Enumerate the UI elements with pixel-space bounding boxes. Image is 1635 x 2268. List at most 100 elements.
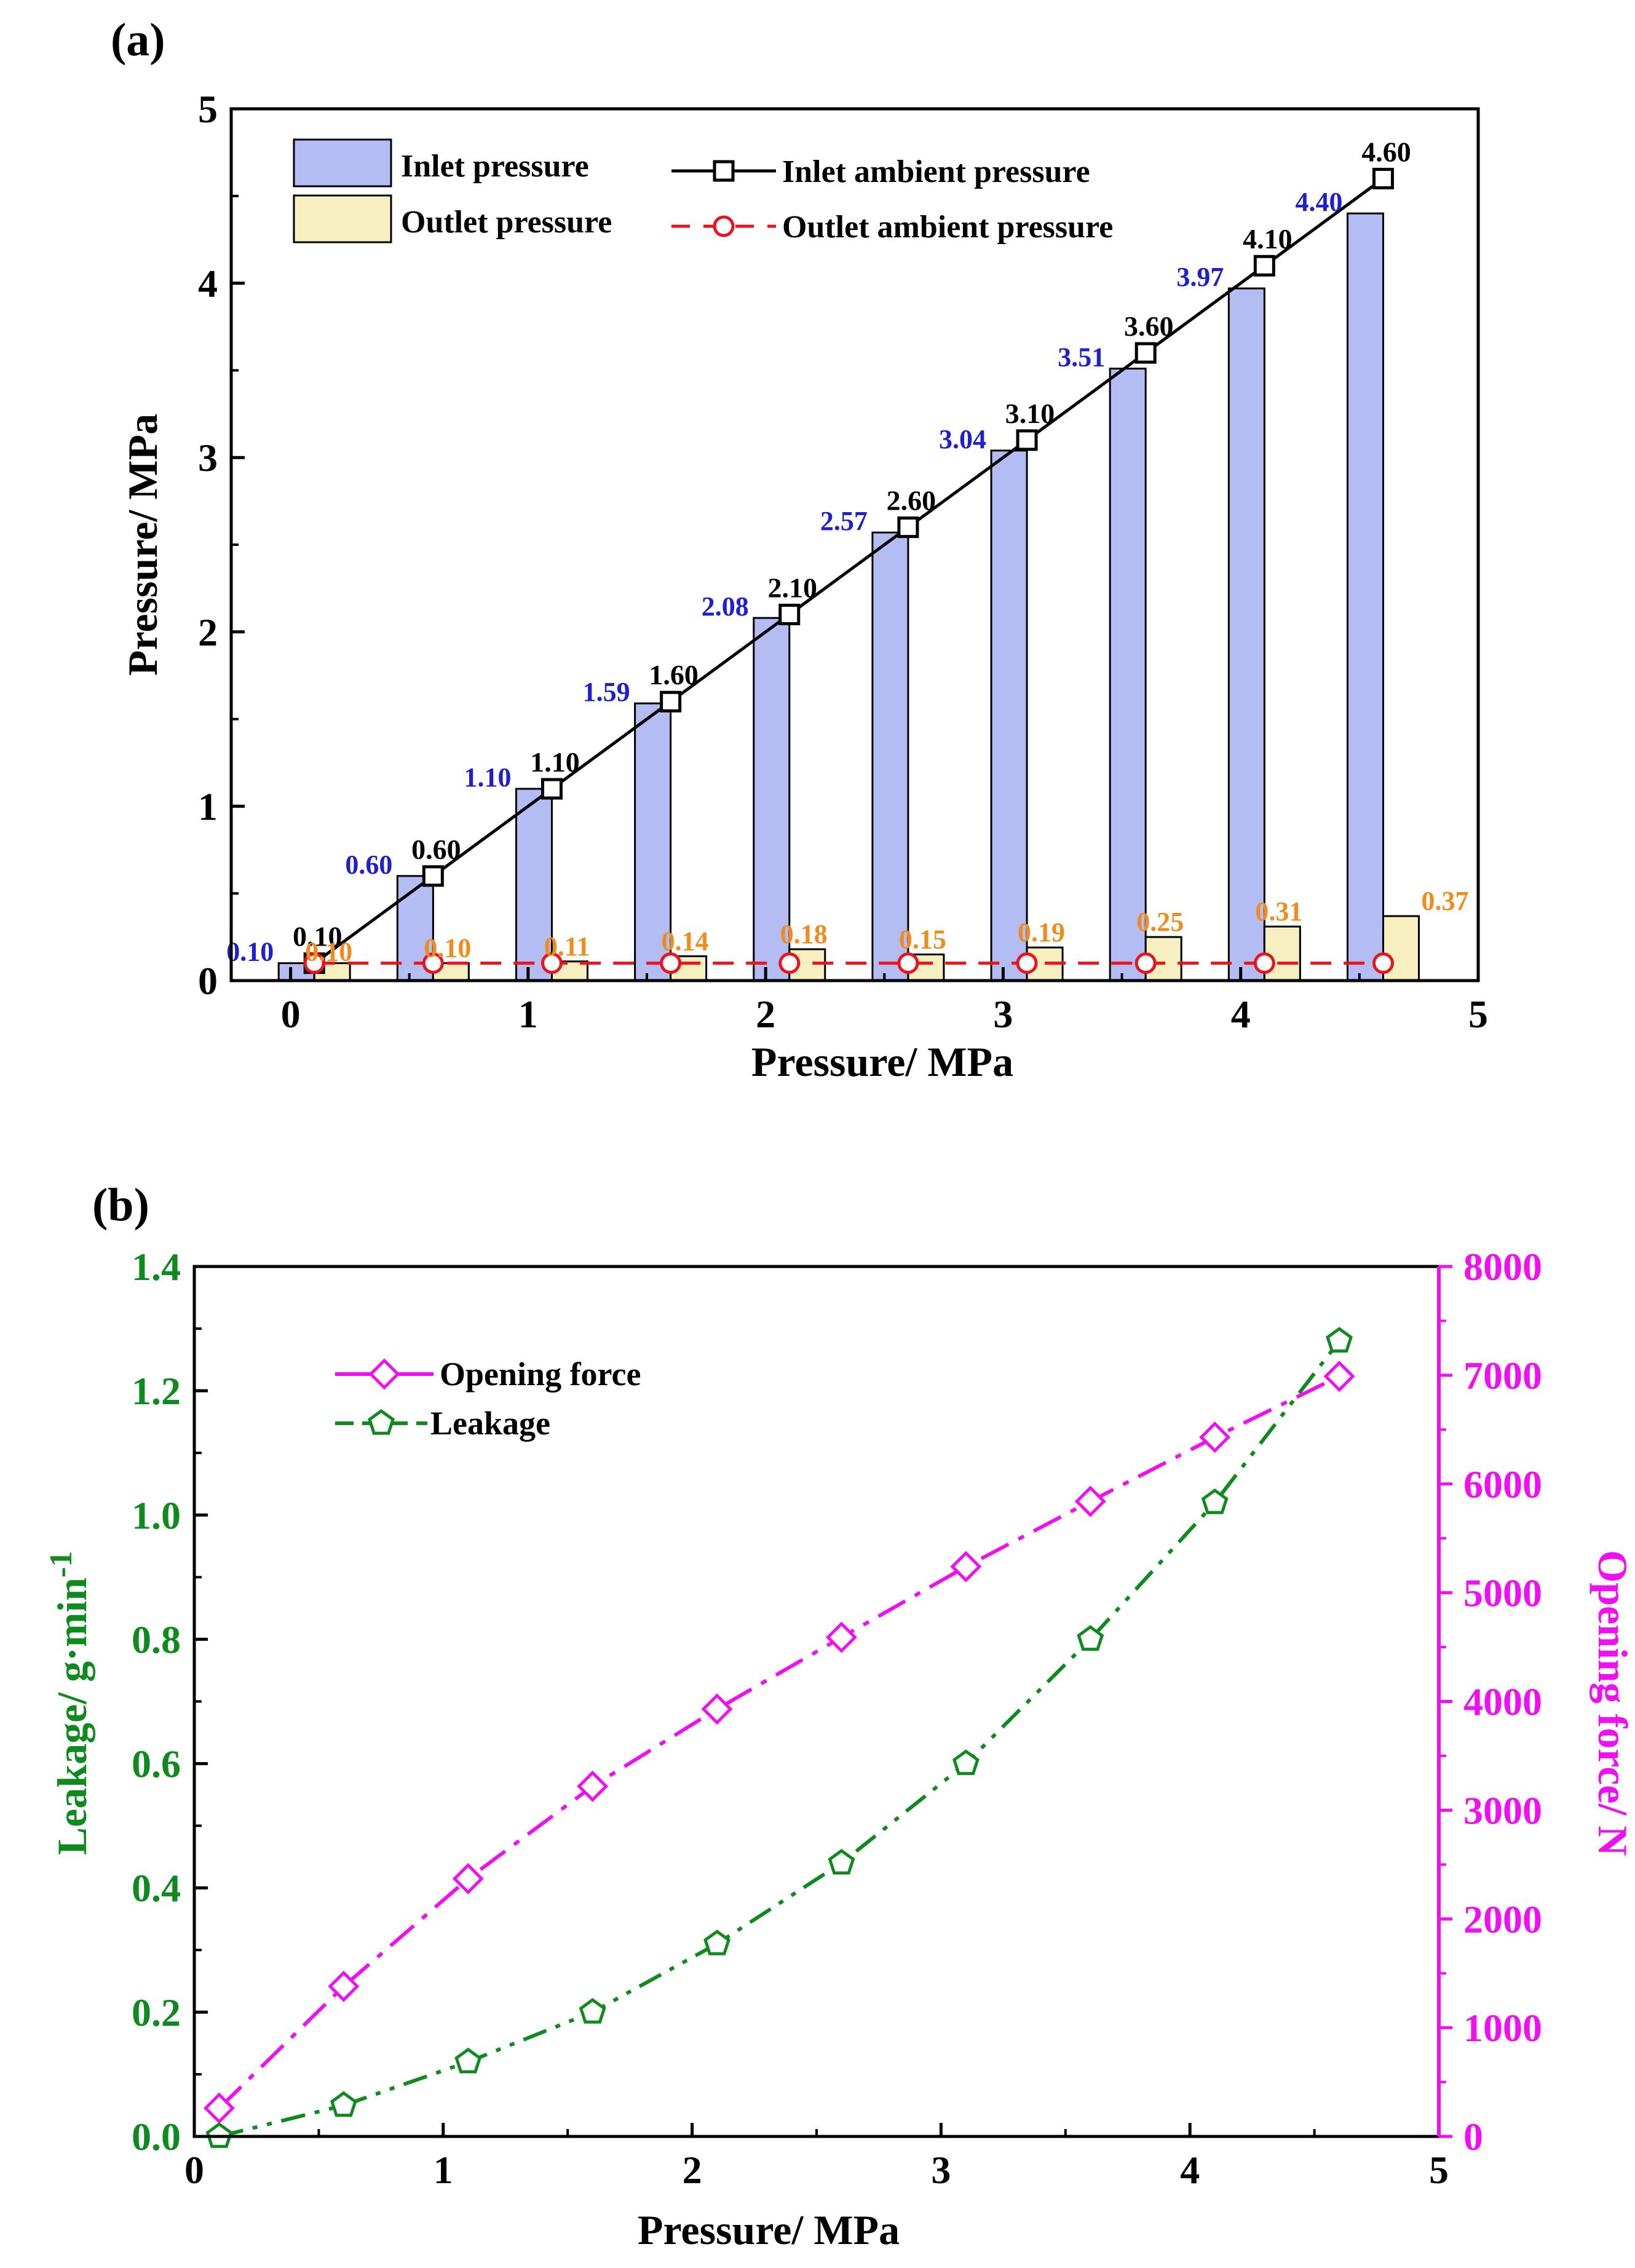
inlet-pressure-label: 2.08 [702, 591, 749, 622]
x-tick-label-b: 3 [931, 2148, 951, 2192]
x-tick-label-b: 2 [683, 2148, 702, 2192]
opening-force-point [577, 1770, 609, 1802]
y-tick-label-a: 1 [198, 784, 218, 828]
inlet-ambient-pressure-label: 1.60 [649, 659, 699, 690]
outlet-ambient-pressure-point [540, 952, 563, 974]
inlet-pressure-bar [1227, 287, 1265, 982]
y2-tick-label-b: 6000 [1463, 1463, 1542, 1506]
outlet-ambient-pressure-point [660, 952, 682, 974]
inlet-pressure-label: 1.10 [464, 762, 511, 792]
outlet-ambient-pressure-point [897, 952, 919, 974]
x-tick-label-b: 1 [433, 2148, 453, 2192]
leakage-point [330, 2091, 357, 2117]
y-tick-label-a: 2 [198, 610, 218, 654]
legend-label-outlet-ambient-pressure: Outlet ambient pressure [782, 210, 1113, 245]
opening-force-point [1199, 1421, 1231, 1453]
inlet-ambient-pressure-label: 4.60 [1361, 136, 1411, 167]
y-axis-label-superscript-b: -1 [44, 1551, 79, 1578]
x-tick-label-a: 1 [518, 992, 538, 1036]
leakage-point [828, 1849, 855, 1875]
y-tick-label-b: 0.8 [132, 1618, 181, 1661]
legend-label-opening-force: Opening force [440, 1356, 641, 1393]
leakage-point [1077, 1625, 1104, 1651]
x-tick-label-b: 5 [1429, 2148, 1449, 2192]
inlet-pressure-bar [1109, 368, 1147, 982]
leakage-point [952, 1749, 980, 1776]
opening-force-point [950, 1551, 982, 1582]
legend-swatch-outlet-pressure [293, 194, 392, 243]
opening-force-point [452, 1863, 484, 1895]
y-tick-label-a: 0 [198, 959, 218, 1003]
inlet-ambient-pressure-label: 2.10 [768, 572, 818, 603]
x-tick-label-a: 2 [756, 992, 775, 1036]
outlet-pressure-label: 0.25 [1136, 907, 1184, 937]
y2-tick-label-b: 3000 [1463, 1788, 1542, 1832]
outlet-pressure-label: 0.37 [1421, 886, 1468, 916]
inlet-ambient-pressure-point [1134, 342, 1157, 364]
inlet-ambient-pressure-label: 3.10 [1005, 398, 1055, 429]
inlet-pressure-bar [871, 531, 909, 982]
x-axis-label-a: Pressure/ MPa [751, 1038, 1013, 1085]
inlet-pressure-label: 4.40 [1295, 187, 1342, 217]
outlet-pressure-label: 0.10 [305, 937, 352, 967]
y-axis-label-b: Leakage/ g·min-1 [44, 1551, 95, 1855]
outlet-ambient-pressure-point [422, 952, 444, 974]
legend-label-outlet-pressure: Outlet pressure [401, 205, 612, 240]
outlet-pressure-label: 0.11 [544, 931, 590, 962]
legend-swatch-inlet-pressure [293, 138, 392, 188]
x-tick-label-a: 0 [281, 992, 301, 1036]
inlet-pressure-bar [990, 449, 1028, 982]
y2-axis-label-b: Opening force/ N [1589, 1550, 1635, 1855]
opening-force-point [1074, 1485, 1106, 1517]
inlet-ambient-pressure-label: 2.60 [887, 485, 936, 516]
inlet-pressure-bar [1346, 212, 1384, 982]
y2-tick-label-b: 8000 [1463, 1245, 1542, 1289]
inlet-ambient-pressure-line [313, 177, 1384, 965]
inlet-pressure-label: 3.51 [1058, 342, 1105, 373]
outlet-pressure-label: 0.15 [899, 924, 946, 954]
opening-force-line [218, 1374, 1340, 2110]
x-tick-label-b: 0 [184, 2148, 204, 2192]
outlet-ambient-pressure-point [1016, 952, 1038, 974]
y-tick-label-b: 0.6 [132, 1742, 181, 1786]
outlet-ambient-pressure-point [1372, 952, 1394, 974]
outlet-ambient-pressure-point [303, 952, 325, 974]
y-tick-label-b: 0.4 [132, 1867, 181, 1910]
opening-force-point [203, 2092, 236, 2124]
legend-marker-inlet-ambient [713, 160, 735, 182]
inlet-ambient-pressure-label: 0.10 [293, 921, 342, 952]
inlet-ambient-pressure-label: 3.60 [1124, 310, 1174, 342]
legend-marker-leakage [368, 1409, 395, 1435]
chart-a: (a) 0.10 0.100.100.60 0.600.101.10 1.100.11… [111, 14, 1488, 1085]
outlet-pressure-label: 0.18 [780, 919, 828, 949]
outlet-ambient-pressure-point [778, 952, 801, 974]
inlet-pressure-label: 0.10 [226, 937, 274, 967]
inlet-ambient-pressure-point [540, 778, 563, 800]
y2-tick-label-b: 7000 [1463, 1354, 1542, 1397]
y2-tick-label-b: 2000 [1463, 1897, 1542, 1941]
inlet-ambient-pressure-point [1016, 429, 1038, 451]
leakage-point [1201, 1488, 1229, 1514]
legend-marker-outlet-ambient [713, 215, 735, 237]
y-tick-label-b: 0.2 [132, 1991, 181, 2034]
inlet-ambient-pressure-point [660, 690, 682, 713]
y-tick-label-a: 3 [198, 436, 218, 480]
y-axis-label-a: Pressure/ MPa [119, 414, 166, 676]
inlet-ambient-pressure-label: 1.10 [530, 746, 580, 778]
inlet-pressure-label: 3.04 [939, 424, 986, 454]
leakage-point [579, 1997, 606, 2024]
inlet-pressure-bar [634, 702, 672, 982]
leakage-point [454, 2047, 482, 2074]
x-tick-label-a: 3 [993, 992, 1013, 1036]
inlet-pressure-label: 1.59 [583, 677, 630, 707]
chart-b: (b) 0 1 2 3 4 5 0.0 0.2 0.4 0.6 0.8 1.0 1.2 1.4 0 1000 2… [44, 1179, 1635, 2253]
y-tick-label-a: 4 [198, 262, 218, 306]
inlet-pressure-label: 0.60 [345, 850, 392, 880]
legend-marker-opening-force [368, 1358, 400, 1390]
x-tick-label-b: 4 [1180, 2148, 1200, 2192]
inlet-ambient-pressure-label: 0.60 [411, 834, 461, 865]
x-tick-label-a: 4 [1231, 992, 1251, 1036]
leakage-point [703, 1929, 731, 1956]
y-tick-label-b: 1.2 [132, 1369, 181, 1413]
opening-force-point [1323, 1361, 1355, 1393]
